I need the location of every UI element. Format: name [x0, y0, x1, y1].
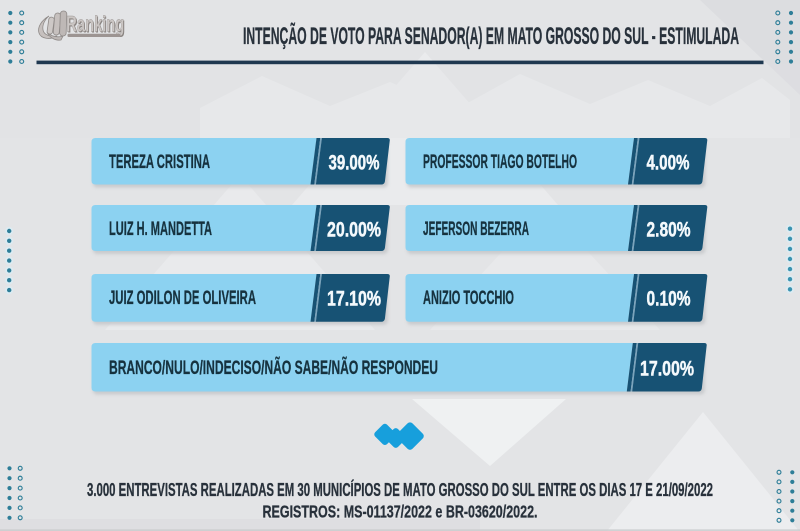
svg-text:PROFESSOR TIAGO BOTELHO: PROFESSOR TIAGO BOTELHO [423, 152, 577, 173]
svg-text:17.10%: 17.10% [327, 286, 381, 310]
svg-text:4.00%: 4.00% [647, 150, 690, 174]
svg-text:Ranking: Ranking [67, 13, 125, 38]
svg-text:LUIZ H. MANDETTA: LUIZ H. MANDETTA [109, 219, 212, 240]
svg-text:20.00%: 20.00% [327, 217, 381, 241]
svg-text:JUIZ ODILON DE OLIVEIRA: JUIZ ODILON DE OLIVEIRA [109, 288, 256, 309]
svg-text:17.00%: 17.00% [640, 357, 694, 381]
svg-text:INTENÇÃO DE VOTO PARA SENADOR(: INTENÇÃO DE VOTO PARA SENADOR(A) EM MATO… [243, 22, 739, 50]
svg-text:2.80%: 2.80% [647, 217, 691, 241]
svg-text:ANIZIO TOCCHIO: ANIZIO TOCCHIO [423, 288, 514, 309]
svg-text:TEREZA CRISTINA: TEREZA CRISTINA [109, 152, 210, 173]
svg-text:3.000 ENTREVISTAS REALIZADAS E: 3.000 ENTREVISTAS REALIZADAS EM 30 MUNIC… [87, 479, 713, 500]
svg-text:Ranking: Ranking [66, 12, 124, 37]
svg-text:JEFERSON BEZERRA: JEFERSON BEZERRA [423, 219, 529, 240]
svg-text:0.10%: 0.10% [647, 286, 691, 310]
svg-text:BRANCO/NULO/INDECISO/NÃO SABE/: BRANCO/NULO/INDECISO/NÃO SABE/NÃO RESPON… [109, 357, 438, 379]
svg-text:39.00%: 39.00% [329, 150, 380, 174]
svg-text:REGISTROS: MS-01137/2022 e BR-: REGISTROS: MS-01137/2022 e BR-03620/2022… [263, 501, 538, 521]
